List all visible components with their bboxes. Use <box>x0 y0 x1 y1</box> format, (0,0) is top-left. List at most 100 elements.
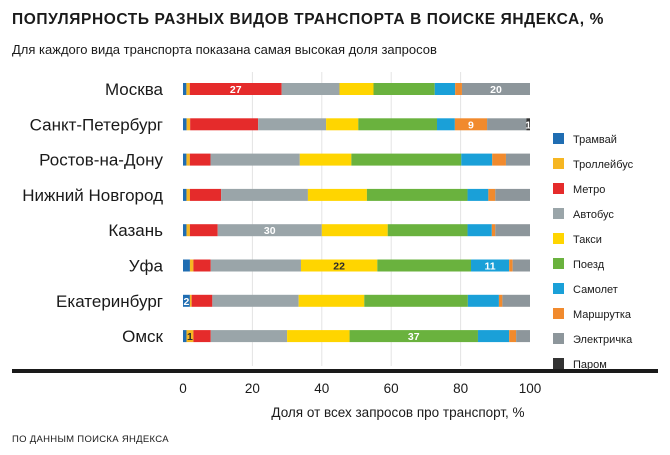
legend: Трамвай Троллейбус Метро Автобус Такси Поезд С… <box>553 133 634 371</box>
bar-segment <box>492 153 506 166</box>
bar-segment <box>186 153 190 166</box>
bar-segment <box>491 224 496 237</box>
x-tick-label: 80 <box>453 381 468 396</box>
x-tick-label: 20 <box>245 381 260 396</box>
bar-segment <box>436 118 455 131</box>
bar-segment <box>189 83 282 95</box>
bar-segment <box>502 294 530 307</box>
bar-segment <box>183 83 187 95</box>
category-label: Нижний Новгород <box>22 186 163 205</box>
bar-segment <box>287 330 350 343</box>
data-label: 1 <box>187 331 193 343</box>
bar-segment <box>509 259 513 272</box>
bar-segment <box>210 259 301 272</box>
bar-segment <box>183 294 190 307</box>
bar-segment <box>454 118 488 131</box>
category-label: Москва <box>105 80 164 99</box>
bar-segment <box>189 188 222 201</box>
legend-swatch <box>553 208 564 219</box>
bar-segment <box>183 330 187 343</box>
data-label: 20 <box>490 84 502 96</box>
bar-segment <box>512 259 530 272</box>
legend-swatch <box>553 333 564 344</box>
category-label: Омск <box>122 327 163 346</box>
bar-segment <box>351 153 462 166</box>
bar-segment <box>186 224 190 237</box>
source-note: ПО ДАННЫМ ПОИСКА ЯНДЕКСА <box>12 434 169 445</box>
category-label: Санкт-Петербург <box>30 115 163 134</box>
bar-segment <box>189 259 194 272</box>
bar-segment <box>321 224 388 237</box>
bar-segment <box>358 118 437 131</box>
bar-segment <box>349 330 478 343</box>
bar-segment <box>377 259 472 272</box>
legend-label: Паром <box>573 359 607 371</box>
x-tick-label: 100 <box>519 381 542 396</box>
legend-swatch <box>553 308 564 319</box>
bar-segment <box>186 188 190 201</box>
bar-segment <box>217 224 322 237</box>
legend-label: Маршрутка <box>573 309 632 321</box>
bar-segment <box>186 118 191 131</box>
bar-segment <box>505 153 530 166</box>
category-label: Уфа <box>129 257 164 276</box>
bar-segment <box>467 294 499 307</box>
bar-segment <box>189 153 211 166</box>
bar-segment <box>183 188 187 201</box>
x-tick-label: 60 <box>384 381 399 396</box>
bar-segment <box>183 224 187 237</box>
bar-segment <box>190 118 259 131</box>
data-label: 9 <box>468 119 474 131</box>
bar-segment <box>298 294 365 307</box>
bar-segment <box>495 188 530 201</box>
legend-swatch <box>553 133 564 144</box>
data-label: 30 <box>264 225 276 237</box>
data-label: 37 <box>408 331 420 343</box>
bar-segment <box>300 259 378 272</box>
legend-swatch <box>553 258 564 269</box>
bar-segment <box>183 153 187 166</box>
bar-segment <box>221 188 308 201</box>
legend-swatch <box>553 158 564 169</box>
bar-segment <box>387 224 468 237</box>
chart-subtitle: Для каждого вида транспорта показана сам… <box>12 42 437 57</box>
bar-segment <box>477 330 510 343</box>
x-axis-label: Доля от всех запросов про транспорт, % <box>271 405 524 420</box>
bar-segment <box>471 259 510 272</box>
legend-label: Электричка <box>573 334 633 346</box>
bar-segment <box>339 83 374 95</box>
bar-segment <box>516 330 530 343</box>
bar-segment <box>193 259 211 272</box>
legend-label: Трамвай <box>573 134 617 146</box>
bar-segment <box>455 83 462 95</box>
legend-swatch <box>553 283 564 294</box>
data-label: 22 <box>333 261 345 273</box>
bar-segment <box>467 224 492 237</box>
category-labels: Москва Санкт-Петербург Ростов-на-Дону Нижни… <box>22 80 163 346</box>
bar-segment <box>281 83 340 95</box>
bar-segment <box>326 118 359 131</box>
data-labels: 27 20 9 1 30 22 11 2 1 37 <box>184 84 532 343</box>
bar-segment <box>498 294 503 307</box>
bar-segment <box>461 153 493 166</box>
bar-segment <box>373 83 435 95</box>
bar-segment <box>193 330 211 343</box>
bar-segment <box>210 330 288 343</box>
legend-label: Автобус <box>573 209 614 221</box>
category-label: Ростов-на-Дону <box>39 151 163 170</box>
legend-label: Метро <box>573 184 605 196</box>
grid <box>251 72 462 366</box>
bar-segment <box>467 188 489 201</box>
data-label: 2 <box>184 296 190 308</box>
bar-segment <box>364 294 468 307</box>
legend-label: Троллейбус <box>573 159 634 171</box>
bar-segment <box>509 330 517 343</box>
bar-segment <box>299 153 352 166</box>
bar-segment <box>186 330 194 343</box>
bar-segment <box>461 83 530 95</box>
legend-swatch <box>553 183 564 194</box>
data-label: 11 <box>485 261 496 273</box>
bar-segment <box>307 188 367 201</box>
